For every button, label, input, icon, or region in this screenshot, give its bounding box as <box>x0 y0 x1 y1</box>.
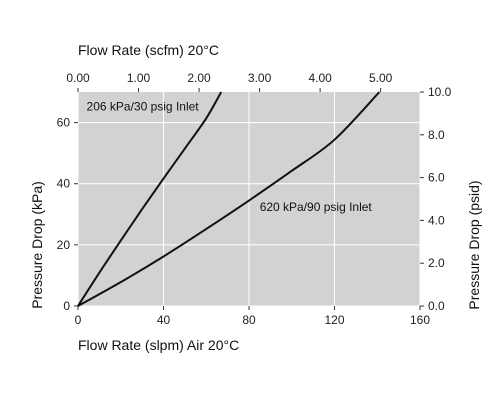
series-line-2 <box>77 91 381 307</box>
right-tick-label: 6.0 <box>428 171 445 185</box>
top-tick-label: 3.00 <box>248 71 272 85</box>
bottom-tick-label: 80 <box>242 313 256 327</box>
right-tick-label: 0.0 <box>428 299 445 313</box>
tick-labels: 0 40 80 120 160 0 20 40 60 0.00 1.00 2.00 3.00 4.00 5.… <box>57 71 452 327</box>
right-tick-label: 10.0 <box>428 85 452 99</box>
right-tick-label: 2.0 <box>428 256 445 270</box>
bottom-tick-label: 120 <box>324 313 344 327</box>
series-line-1 <box>77 91 223 307</box>
top-tick-label: 4.00 <box>308 71 332 85</box>
bottom-tick-label: 0 <box>75 313 82 327</box>
top-tick-label: 5.00 <box>369 71 393 85</box>
bottom-axis-title: Flow Rate (slpm) Air 20°C <box>78 337 239 353</box>
top-axis-title: Flow Rate (scfm) 20°C <box>78 42 219 58</box>
annotations: 206 kPa/30 psig Inlet 620 kPa/90 psig Inl… <box>87 99 373 214</box>
bottom-tick-label: 40 <box>157 313 171 327</box>
left-tick-label: 0 <box>63 299 70 313</box>
right-tick-label: 4.0 <box>428 213 445 227</box>
left-axis-title: Pressure Drop (kPa) <box>29 181 45 309</box>
data-series <box>77 91 381 307</box>
top-tick-label: 2.00 <box>187 71 211 85</box>
top-tick-label: 1.00 <box>127 71 151 85</box>
right-tick-label: 8.0 <box>428 128 445 142</box>
left-tick-label: 60 <box>57 116 71 130</box>
bottom-tick-label: 160 <box>410 313 430 327</box>
left-tick-label: 40 <box>57 177 71 191</box>
right-axis-title: Pressure Drop (psid) <box>466 180 482 309</box>
top-tick-label: 0.00 <box>66 71 90 85</box>
series-annotation-2: 620 kPa/90 psig Inlet <box>260 200 373 214</box>
left-tick-label: 20 <box>57 238 71 252</box>
series-annotation-1: 206 kPa/30 psig Inlet <box>87 99 200 113</box>
